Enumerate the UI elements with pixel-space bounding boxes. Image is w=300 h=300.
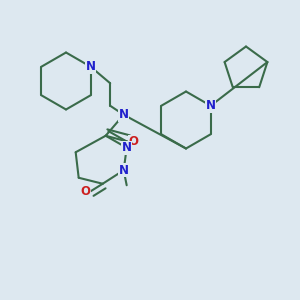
Text: N: N: [206, 99, 216, 112]
Text: N: N: [86, 60, 96, 73]
Text: O: O: [80, 185, 90, 198]
Text: N: N: [119, 108, 129, 121]
Text: N: N: [122, 141, 132, 154]
Text: N: N: [119, 164, 129, 177]
Text: O: O: [129, 135, 139, 148]
